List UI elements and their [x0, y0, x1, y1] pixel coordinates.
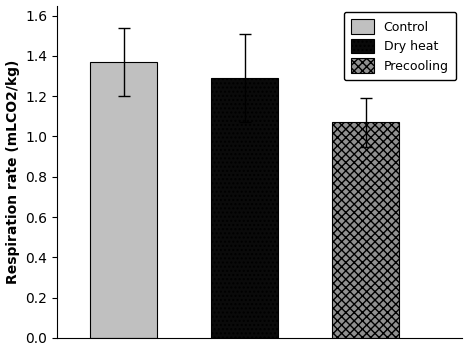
Bar	[211, 78, 278, 338]
Bar	[332, 122, 399, 338]
Y-axis label: Respiration rate (mLCO2/kg): Respiration rate (mLCO2/kg)	[6, 59, 20, 284]
Legend: Control, Dry heat, Precooling: Control, Dry heat, Precooling	[344, 12, 456, 80]
Bar	[90, 62, 157, 338]
